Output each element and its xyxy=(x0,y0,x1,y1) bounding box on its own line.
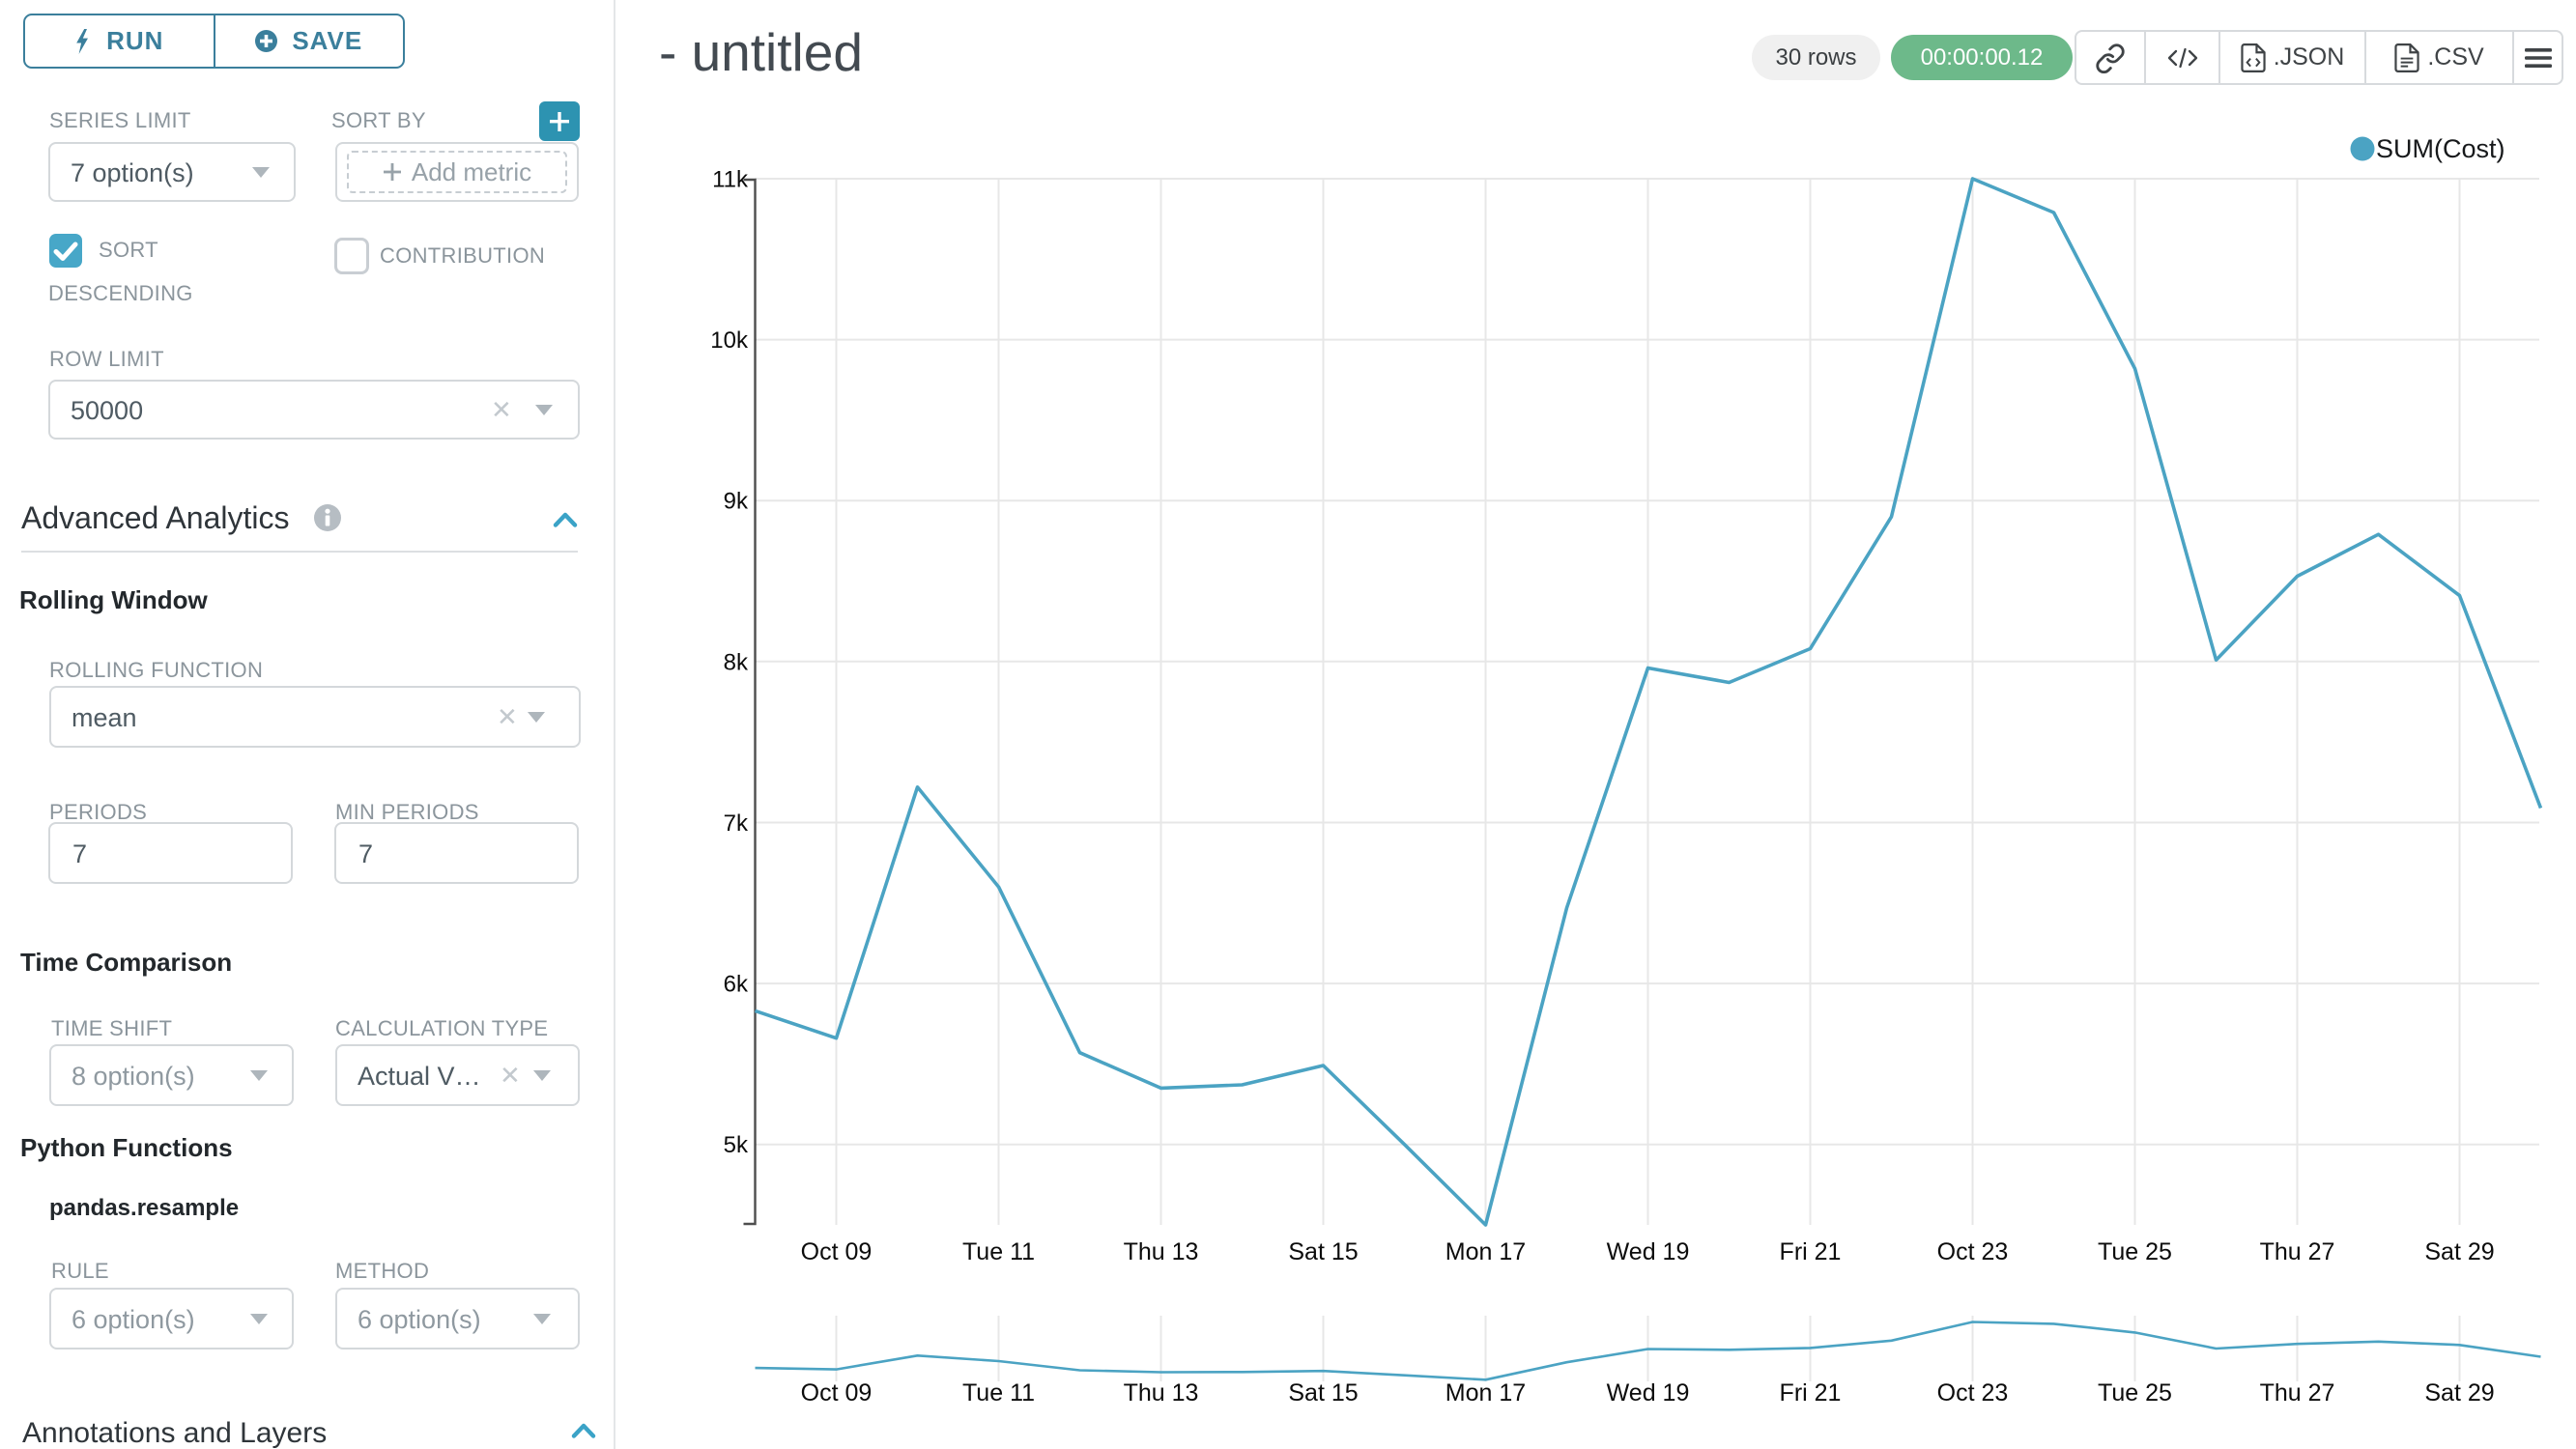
svg-text:Oct 09: Oct 09 xyxy=(801,1238,873,1265)
svg-text:8k: 8k xyxy=(724,649,749,675)
svg-text:5k: 5k xyxy=(724,1132,749,1158)
svg-text:9k: 9k xyxy=(724,489,749,515)
svg-text:Mon 17: Mon 17 xyxy=(1445,1238,1526,1265)
svg-text:Oct 23: Oct 23 xyxy=(1937,1379,2009,1406)
svg-text:Tue 25: Tue 25 xyxy=(2098,1379,2172,1406)
svg-text:Thu 13: Thu 13 xyxy=(1124,1238,1199,1265)
svg-text:Oct 09: Oct 09 xyxy=(801,1379,873,1406)
svg-text:Sat 29: Sat 29 xyxy=(2424,1379,2494,1406)
svg-text:Fri 21: Fri 21 xyxy=(1780,1238,1842,1265)
svg-text:Sat 29: Sat 29 xyxy=(2424,1238,2494,1265)
svg-text:Thu 13: Thu 13 xyxy=(1124,1379,1199,1406)
svg-text:Sat 15: Sat 15 xyxy=(1288,1379,1358,1406)
svg-text:Tue 11: Tue 11 xyxy=(962,1238,1035,1265)
svg-text:SUM(Cost): SUM(Cost) xyxy=(2376,134,2505,163)
svg-text:Wed 19: Wed 19 xyxy=(1607,1379,1690,1406)
svg-text:11k: 11k xyxy=(712,167,749,193)
svg-text:Thu 27: Thu 27 xyxy=(2260,1379,2335,1406)
svg-text:Oct 23: Oct 23 xyxy=(1937,1238,2009,1265)
svg-text:7k: 7k xyxy=(724,810,749,837)
svg-text:Mon 17: Mon 17 xyxy=(1445,1379,1526,1406)
svg-text:Fri 21: Fri 21 xyxy=(1780,1379,1842,1406)
svg-text:Tue 25: Tue 25 xyxy=(2098,1238,2172,1265)
svg-text:Wed 19: Wed 19 xyxy=(1607,1238,1690,1265)
svg-text:Sat 15: Sat 15 xyxy=(1288,1238,1358,1265)
svg-text:Tue 11: Tue 11 xyxy=(962,1379,1035,1406)
svg-text:Thu 27: Thu 27 xyxy=(2260,1238,2335,1265)
svg-text:6k: 6k xyxy=(724,972,749,998)
svg-text:10k: 10k xyxy=(710,327,749,354)
